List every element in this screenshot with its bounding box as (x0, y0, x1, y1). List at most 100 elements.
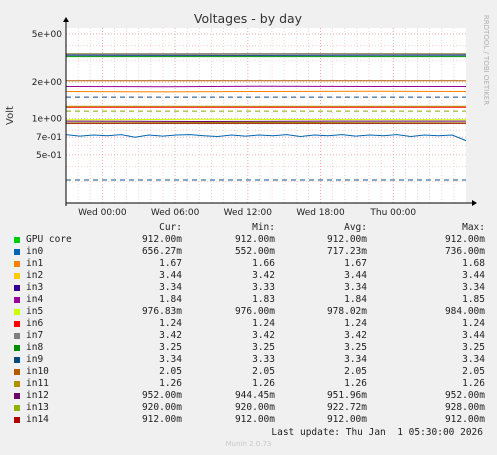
legend-row: in7 3.42 3.42 3.42 3.44 (0, 330, 497, 342)
legend-name: in6 (26, 318, 44, 329)
x-tick-label: Wed 18:00 (296, 208, 345, 218)
legend-swatch (14, 285, 20, 291)
legend-cur: 1.67 (159, 258, 182, 269)
legend-min: 3.42 (252, 270, 275, 281)
x-tick-label: Thu 00:00 (369, 208, 416, 218)
y-tick-label: 5e+00 (32, 30, 63, 40)
x-tick-label: Wed 00:00 (78, 208, 127, 218)
legend-max: 928.00m (444, 402, 485, 413)
legend-max: 3.34 (462, 282, 485, 293)
legend-row: in11 1.26 1.26 1.26 1.26 (0, 378, 497, 390)
legend-swatch (14, 273, 20, 279)
legend-swatch (14, 393, 20, 399)
legend-cur: 1.26 (159, 378, 182, 389)
legend-row: in14 912.00m 912.00m 912.00m 912.00m (0, 414, 497, 426)
legend-min: 3.42 (252, 330, 275, 341)
legend-max: 736.00m (444, 246, 485, 257)
legend-row: in0 656.27m 552.00m 717.23m 736.00m (0, 246, 497, 258)
legend-min: 1.26 (252, 378, 275, 389)
legend-name: in10 (26, 366, 49, 377)
legend-avg: 2.05 (344, 366, 367, 377)
legend-min: 2.05 (252, 366, 275, 377)
chart-title: Voltages - by day (194, 11, 303, 26)
legend-max: 3.25 (462, 342, 485, 353)
legend-cur: 912.00m (141, 414, 182, 425)
legend-swatch (14, 417, 20, 423)
legend-max: 952.00m (444, 390, 485, 401)
x-tick-label: Wed 06:00 (151, 208, 200, 218)
legend-avg: 1.24 (344, 318, 367, 329)
legend-cur: 3.34 (159, 282, 182, 293)
legend-name: GPU core (26, 234, 72, 245)
legend-row: in2 3.44 3.42 3.44 3.44 (0, 270, 497, 282)
legend-name: in4 (26, 294, 44, 305)
legend-avg: 912.00m (326, 234, 367, 245)
y-tick-label: 7e-01 (36, 133, 62, 143)
legend-name: in12 (26, 390, 49, 401)
legend-avg: 1.67 (344, 258, 367, 269)
legend-swatch (14, 381, 20, 387)
last-update: Last update: Thu Jan 1 05:30:00 2026 (271, 427, 483, 438)
legend-max: 1.68 (462, 258, 485, 269)
legend-row: in5 976.83m 976.00m 978.02m 984.00m (0, 306, 497, 318)
legend-name: in13 (26, 402, 49, 413)
legend-swatch (14, 249, 20, 255)
legend-min: 3.33 (252, 354, 275, 365)
legend-avg: 978.02m (326, 306, 367, 317)
legend-avg: 1.84 (344, 294, 367, 305)
y-tick-label: 5e-01 (36, 151, 62, 161)
legend-row: in8 3.25 3.25 3.25 3.25 (0, 342, 497, 354)
legend-max: 3.34 (462, 354, 485, 365)
legend-max: 3.44 (462, 270, 485, 281)
series-line-in0 (65, 134, 467, 142)
legend-name: in1 (26, 258, 44, 269)
legend-row: in1 1.67 1.66 1.67 1.68 (0, 258, 497, 270)
y-tick-label: 2e+00 (32, 78, 63, 88)
legend-cur: 1.24 (159, 318, 182, 329)
legend-max: 1.26 (462, 378, 485, 389)
legend-header-cur: Cur: (159, 222, 182, 233)
legend-max: 2.05 (462, 366, 485, 377)
legend-header-max: Max: (462, 222, 485, 233)
legend-swatch (14, 333, 20, 339)
legend-name: in7 (26, 330, 44, 341)
legend-avg: 3.34 (344, 354, 367, 365)
legend-swatch (14, 369, 20, 375)
legend-swatch (14, 357, 20, 363)
legend-row: in4 1.84 1.83 1.84 1.85 (0, 294, 497, 306)
legend-name: in0 (26, 246, 44, 257)
legend-min: 920.00m (234, 402, 275, 413)
legend-min: 3.25 (252, 342, 275, 353)
legend-avg: 912.00m (326, 414, 367, 425)
legend-row: in10 2.05 2.05 2.05 2.05 (0, 366, 497, 378)
legend-min: 1.24 (252, 318, 275, 329)
legend-row: in13 920.00m 920.00m 922.72m 928.00m (0, 402, 497, 414)
legend-avg: 717.23m (326, 246, 367, 257)
legend-swatch (14, 405, 20, 411)
legend-max: 1.85 (462, 294, 485, 305)
legend-avg: 3.44 (344, 270, 367, 281)
legend-name: in5 (26, 306, 44, 317)
legend-swatch (14, 237, 20, 243)
series-line-in13 (65, 121, 467, 124)
y-axis-label: Volt (5, 106, 16, 125)
legend-name: in11 (26, 378, 49, 389)
legend-row: in9 3.34 3.33 3.34 3.34 (0, 354, 497, 366)
legend-cur: 912.00m (141, 234, 182, 245)
y-tick-label: 1e+00 (32, 114, 63, 124)
legend-max: 3.44 (462, 330, 485, 341)
x-tick-label: Wed 12:00 (224, 208, 273, 218)
legend-name: in3 (26, 282, 44, 293)
legend-cur: 3.34 (159, 354, 182, 365)
legend-min: 912.00m (234, 234, 275, 245)
legend-cur: 1.84 (159, 294, 182, 305)
legend-cur: 3.25 (159, 342, 182, 353)
series-line-in4 (65, 85, 466, 88)
legend-min: 912.00m (234, 414, 275, 425)
legend-name: in14 (26, 414, 49, 425)
legend-max: 912.00m (444, 414, 485, 425)
legend-min: 1.83 (252, 294, 275, 305)
watermark: RRDTOOL / TOBI OETIKER (482, 15, 490, 105)
series-line-in1 (65, 90, 467, 93)
